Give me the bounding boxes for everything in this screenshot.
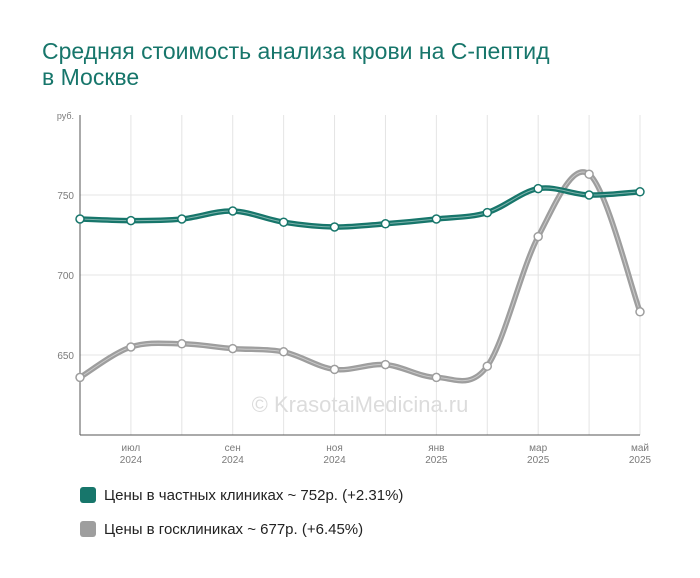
data-point-public — [533, 231, 543, 242]
x-tick-label-month: июл — [122, 443, 141, 454]
data-point-private — [635, 187, 645, 197]
legend-swatch — [80, 487, 96, 503]
data-point-public — [278, 347, 289, 357]
data-point-public — [177, 339, 187, 349]
x-tick-label-year: 2024 — [120, 455, 143, 466]
x-tick-label-month: ноя — [326, 443, 343, 454]
data-point-public — [329, 364, 340, 375]
data-point-public — [635, 307, 645, 317]
legend-swatch — [80, 521, 96, 537]
y-tick-label: 750 — [57, 191, 74, 202]
legend-label: Цены в госклиниках ~ 677р. (+6.45%) — [104, 520, 364, 538]
data-point-public — [227, 343, 238, 354]
data-point-private — [177, 214, 187, 224]
x-tick-label-year: 2025 — [425, 455, 448, 466]
y-tick-label: 700 — [57, 271, 74, 282]
x-tick-label-month: янв — [428, 443, 444, 454]
data-point-private — [227, 206, 238, 216]
x-tick-label-month: мар — [529, 443, 547, 454]
data-point-public — [584, 169, 594, 179]
chart-title-line-2: в Москве — [42, 64, 140, 90]
data-point-private — [278, 217, 289, 227]
x-tick-label-year: 2025 — [527, 455, 550, 466]
data-point-public — [126, 342, 136, 352]
series-line-public — [77, 169, 643, 384]
data-point-private — [584, 190, 594, 200]
data-point-private — [126, 215, 136, 226]
data-point-public — [431, 372, 442, 383]
x-tick-label-month: май — [631, 443, 649, 454]
x-tick-label-month: сен — [225, 443, 241, 454]
legend: Цены в частных клиниках ~ 752р. (+2.31%)… — [80, 484, 403, 552]
data-point-public — [380, 359, 391, 370]
x-tick-label-year: 2025 — [629, 455, 652, 466]
data-point-public — [75, 372, 85, 383]
chart-title-line-1: Средняя стоимость анализа крови на С-пеп… — [42, 38, 550, 64]
data-point-public — [482, 361, 493, 371]
watermark-text: © KrasotaiMedicina.ru — [252, 392, 469, 417]
y-tick-label: 650 — [57, 351, 74, 362]
legend-item-private[interactable]: Цены в частных клиниках ~ 752р. (+2.31%) — [80, 484, 403, 506]
data-point-private — [380, 219, 391, 229]
legend-item-public[interactable]: Цены в госклиниках ~ 677р. (+6.45%) — [80, 518, 403, 540]
data-point-private — [329, 222, 340, 232]
data-point-private — [533, 183, 543, 194]
data-point-private — [75, 214, 85, 224]
chart-title: Средняя стоимость анализа крови на С-пеп… — [42, 38, 662, 90]
legend-label: Цены в частных клиниках ~ 752р. (+2.31%) — [104, 486, 404, 504]
y-axis-unit-label: руб. — [57, 111, 74, 121]
data-point-private — [482, 207, 493, 218]
data-point-private — [431, 214, 442, 224]
x-tick-label-year: 2024 — [222, 455, 245, 466]
x-tick-label-year: 2024 — [323, 455, 346, 466]
